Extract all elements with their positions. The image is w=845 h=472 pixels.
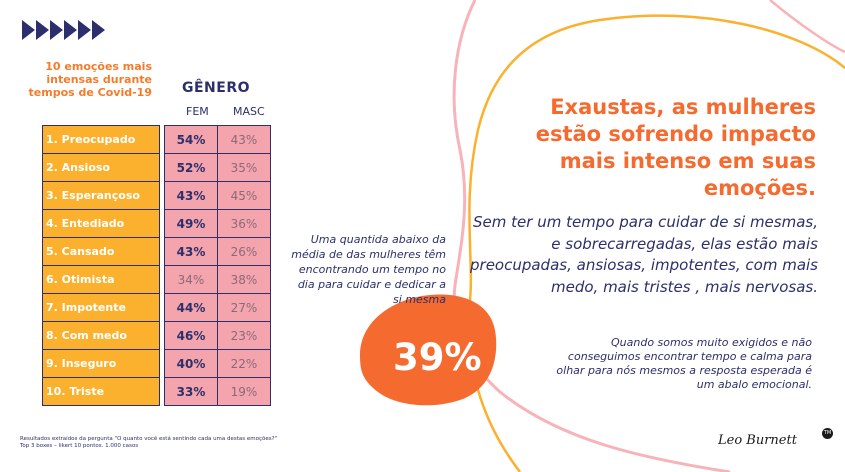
- emotion-label: 3. Esperançoso: [42, 181, 160, 210]
- row-gap: [159, 181, 165, 210]
- fem-value: 46%: [164, 321, 218, 350]
- masc-value: 35%: [217, 153, 271, 182]
- masc-value: 23%: [217, 321, 271, 350]
- masc-value: 36%: [217, 209, 271, 238]
- chevron-right-icon: [64, 20, 77, 40]
- fem-value: 40%: [164, 349, 218, 378]
- brand-mark-icon: TM: [822, 428, 833, 439]
- orange-blob: [360, 294, 497, 406]
- column-header-masc: MASC: [233, 105, 265, 118]
- table-row: 10. Triste 33% 19%: [42, 377, 271, 406]
- table-row: 9. Inseguro 40% 22%: [42, 349, 271, 378]
- row-gap: [159, 321, 165, 350]
- row-gap: [159, 377, 165, 406]
- brand-logo: Leo Burnett: [718, 433, 797, 448]
- chevron-right-icon: [22, 20, 35, 40]
- table-row: 5. Cansado 43% 26%: [42, 237, 271, 266]
- fem-value: 43%: [164, 181, 218, 210]
- emotions-table: 1. Preocupado 54% 43% 2. Ansioso 52% 35% 3. Es…: [42, 125, 271, 406]
- masc-value: 19%: [217, 377, 271, 406]
- chevron-decoration: [22, 20, 105, 40]
- footnote: Resultados extraídos da pergunta "O quan…: [20, 436, 278, 449]
- table-row: 3. Esperançoso 43% 45%: [42, 181, 271, 210]
- masc-value: 27%: [217, 293, 271, 322]
- emotion-label: 5. Cansado: [42, 237, 160, 266]
- blob-description: Uma quantida abaixo da média de das mulh…: [291, 233, 446, 306]
- headline: Exaustas, as mulheres estão sofrendo imp…: [535, 95, 816, 200]
- masc-value: 22%: [217, 349, 271, 378]
- column-header-fem: FEM: [186, 105, 209, 118]
- fem-value: 52%: [164, 153, 218, 182]
- table-row: 4. Entediado 49% 36%: [42, 209, 271, 238]
- emotion-label: 10. Triste: [42, 377, 160, 406]
- masc-value: 45%: [217, 181, 271, 210]
- row-gap: [159, 349, 165, 378]
- fem-value: 49%: [164, 209, 218, 238]
- fem-value: 34%: [164, 265, 218, 294]
- fem-value: 33%: [164, 377, 218, 406]
- row-gap: [159, 293, 165, 322]
- row-gap: [159, 153, 165, 182]
- chevron-right-icon: [78, 20, 91, 40]
- chevron-right-icon: [92, 20, 105, 40]
- row-gap: [159, 237, 165, 266]
- table-row: 1. Preocupado 54% 43%: [42, 125, 271, 154]
- emotion-label: 9. Inseguro: [42, 349, 160, 378]
- emotion-label: 1. Preocupado: [42, 125, 160, 154]
- fem-value: 54%: [164, 125, 218, 154]
- fem-value: 44%: [164, 293, 218, 322]
- quote-text: Quando somos muito exigidos e não conseg…: [556, 336, 812, 391]
- emotion-label: 4. Entediado: [42, 209, 160, 238]
- chart-title: 10 emoções mais intensas durante tempos …: [28, 60, 152, 99]
- chevron-right-icon: [36, 20, 49, 40]
- fem-value: 43%: [164, 237, 218, 266]
- row-gap: [159, 209, 165, 238]
- masc-value: 38%: [217, 265, 271, 294]
- emotion-label: 7. Impotente: [42, 293, 160, 322]
- table-row: 2. Ansioso 52% 35%: [42, 153, 271, 182]
- subheadline: Sem ter um tempo para cuidar de si mesma…: [470, 213, 818, 296]
- table-row: 7. Impotente 44% 27%: [42, 293, 271, 322]
- emotion-label: 8. Com medo: [42, 321, 160, 350]
- emotion-label: 2. Ansioso: [42, 153, 160, 182]
- masc-value: 26%: [217, 237, 271, 266]
- highlight-percent: 39%: [393, 336, 482, 379]
- table-row: 8. Com medo 46% 23%: [42, 321, 271, 350]
- row-gap: [159, 265, 165, 294]
- gender-header: GÊNERO: [182, 80, 251, 96]
- row-gap: [159, 125, 165, 154]
- masc-value: 43%: [217, 125, 271, 154]
- table-row: 6. Otimista 34% 38%: [42, 265, 271, 294]
- chevron-right-icon: [50, 20, 63, 40]
- emotion-label: 6. Otimista: [42, 265, 160, 294]
